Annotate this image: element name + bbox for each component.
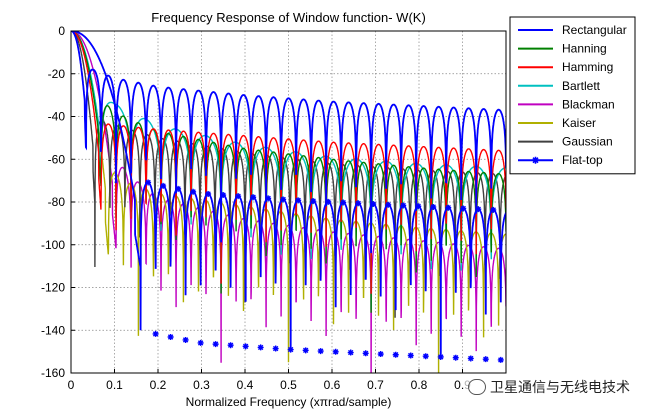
flat-top-marker xyxy=(272,345,279,352)
flat-top-marker xyxy=(227,342,234,349)
y-tick-label: 0 xyxy=(58,24,65,38)
legend-label: Blackman xyxy=(562,97,615,111)
series-group xyxy=(71,31,506,373)
flat-top-marker xyxy=(310,198,317,205)
flat-top-marker xyxy=(392,351,399,358)
legend-label: Hamming xyxy=(562,60,613,74)
flat-top-marker xyxy=(370,201,377,208)
flat-top-marker xyxy=(332,348,339,355)
flat-top-marker xyxy=(190,188,197,195)
flat-top-marker xyxy=(160,182,167,189)
flat-top-marker xyxy=(482,356,489,363)
series-line-hamming xyxy=(71,31,506,294)
legend-label: Flat-top xyxy=(562,153,603,167)
flat-top-marker xyxy=(347,349,354,356)
flat-top-marker xyxy=(317,348,324,355)
flat-top-marker xyxy=(467,355,474,362)
x-tick-label: 0.4 xyxy=(237,378,254,392)
watermark-text: 卫星通信与无线电技术 xyxy=(490,379,630,395)
flat-top-marker xyxy=(280,196,287,203)
flat-top-marker xyxy=(250,194,257,201)
y-tick-label: -160 xyxy=(41,366,65,380)
series-line-blackman xyxy=(71,31,506,373)
flat-top-marker xyxy=(287,346,294,353)
flat-top-marker xyxy=(235,193,242,200)
y-tick-label: -20 xyxy=(48,67,66,81)
legend-label: Hanning xyxy=(562,42,607,56)
x-tick-label: 0.7 xyxy=(367,378,384,392)
flat-top-marker xyxy=(385,201,392,208)
flat-top-marker xyxy=(182,336,189,343)
flat-top-marker xyxy=(460,205,467,212)
flat-top-marker xyxy=(302,347,309,354)
series-line-bartlett xyxy=(71,31,506,310)
flat-top-marker xyxy=(295,197,302,204)
legend: Rectangular Hanning Hamming Bartlett Blackma… xyxy=(509,16,636,175)
flat-top-marker xyxy=(407,352,414,359)
x-tick-label: 0.8 xyxy=(411,378,428,392)
legend-label: Kaiser xyxy=(562,116,596,130)
flat-top-marker xyxy=(220,192,227,199)
chart-title: Frequency Response of Window function- W… xyxy=(151,10,426,25)
legend-label: Gaussian xyxy=(562,135,613,149)
series-line-rectangular xyxy=(71,31,506,254)
flat-top-marker xyxy=(490,206,497,213)
watermark: 卫星通信与无线电技术 xyxy=(464,376,634,398)
flat-top-marker xyxy=(205,190,212,197)
x-tick-label: 0.2 xyxy=(150,378,167,392)
flat-top-marker xyxy=(340,199,347,206)
flat-top-markers xyxy=(145,179,504,363)
legend-label: Bartlett xyxy=(562,79,601,93)
flat-top-marker xyxy=(422,353,429,360)
x-tick-label: 0.3 xyxy=(193,378,210,392)
x-tick-label: 0 xyxy=(68,378,75,392)
flat-top-marker xyxy=(400,202,407,209)
legend-marker xyxy=(532,156,539,164)
flat-top-marker xyxy=(145,179,152,186)
flat-top-marker xyxy=(437,353,444,360)
legend-label: Rectangular xyxy=(562,23,627,37)
y-tick-label: -120 xyxy=(41,281,65,295)
flat-top-marker xyxy=(257,344,264,351)
y-tick-label: -100 xyxy=(41,238,65,252)
flat-top-marker xyxy=(445,204,452,211)
flat-top-marker xyxy=(175,185,182,192)
flat-top-marker xyxy=(497,356,504,363)
flat-top-marker xyxy=(242,343,249,350)
flat-top-marker xyxy=(152,330,159,337)
flat-top-marker xyxy=(197,339,204,346)
flat-top-marker xyxy=(475,206,482,213)
y-tick-label: -140 xyxy=(41,323,65,337)
y-tick-label: -80 xyxy=(48,195,66,209)
y-tick-label: -40 xyxy=(48,110,66,124)
flat-top-marker xyxy=(430,203,437,210)
flat-top-marker xyxy=(325,198,332,205)
flat-top-marker xyxy=(355,200,362,207)
x-axis-label: Normalized Frequency (xπrad/sample) xyxy=(186,395,392,409)
axis-ticks: 0 0.1 0.2 0.3 0.4 0.5 0.6 0.7 0.8 0.90-20-40-60-8… xyxy=(41,24,471,392)
y-tick-label: -60 xyxy=(48,152,66,166)
flat-top-marker xyxy=(167,334,174,341)
flat-top-marker xyxy=(415,203,422,210)
flat-top-marker xyxy=(212,341,219,348)
x-tick-label: 0.5 xyxy=(280,378,297,392)
legend-box xyxy=(509,16,636,175)
flat-top-marker xyxy=(265,195,272,202)
x-tick-label: 0.1 xyxy=(106,378,123,392)
x-tick-label: 0.6 xyxy=(324,378,341,392)
flat-top-marker xyxy=(377,351,384,358)
wechat-icon xyxy=(468,379,486,395)
flat-top-marker xyxy=(362,350,369,357)
flat-top-marker xyxy=(452,354,459,361)
